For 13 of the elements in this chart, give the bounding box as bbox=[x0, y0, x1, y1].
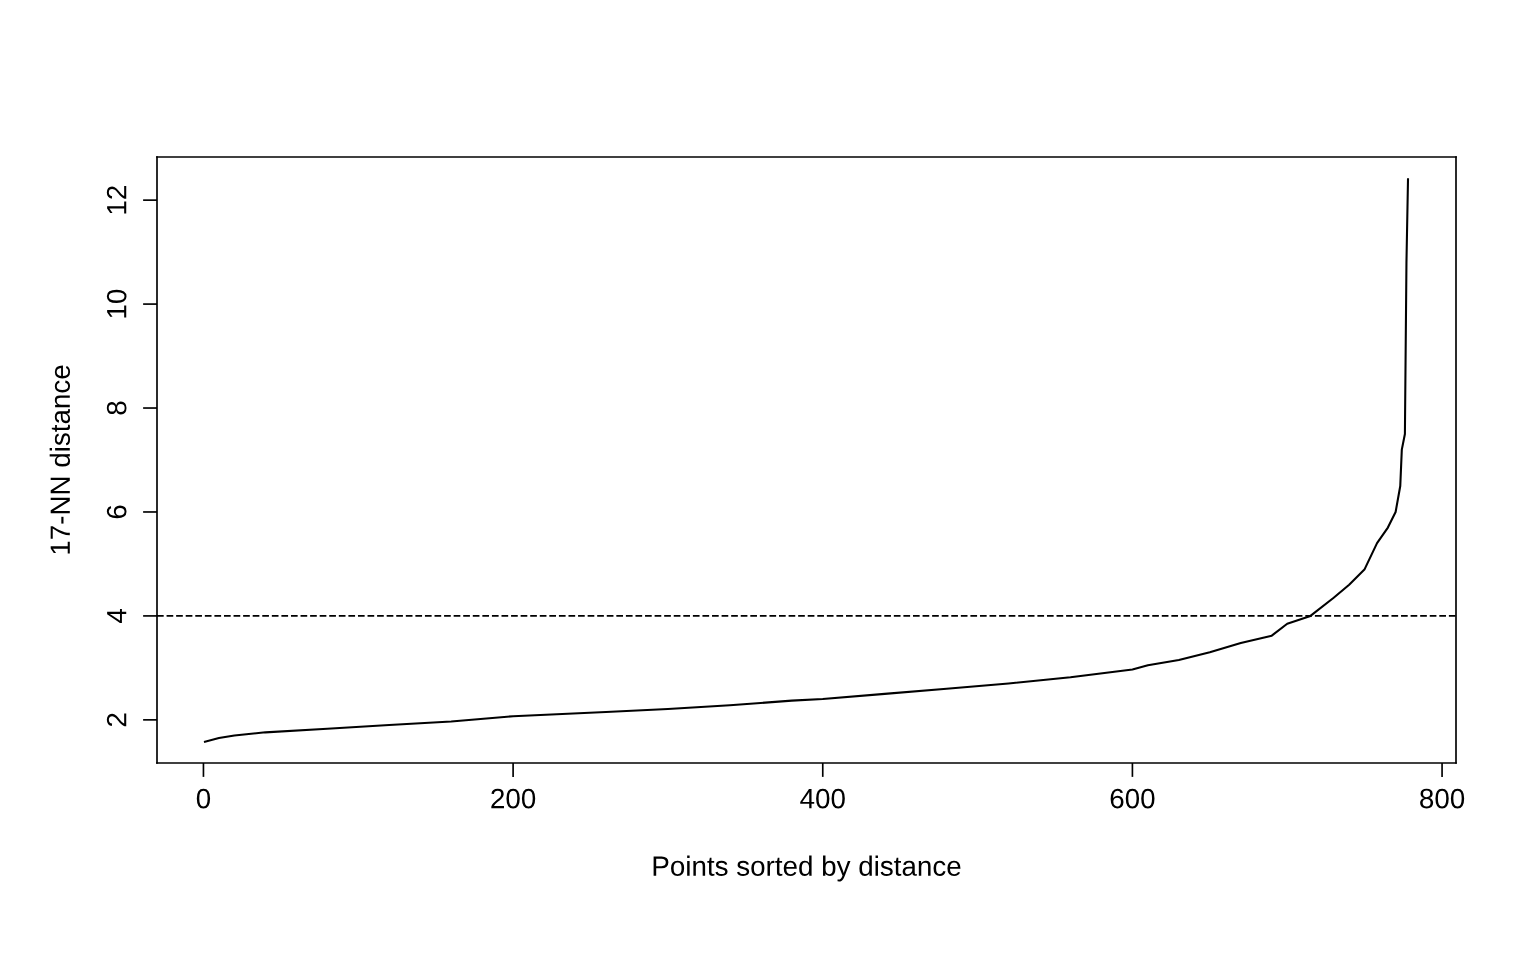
x-tick-label: 0 bbox=[196, 788, 211, 809]
y-axis-title: 17-NN distance bbox=[49, 365, 71, 554]
x-tick-label: 600 bbox=[1110, 788, 1155, 809]
y-tick-label: 12 bbox=[106, 186, 127, 214]
y-tick-label: 10 bbox=[106, 289, 127, 318]
x-tick-label: 800 bbox=[1420, 788, 1465, 809]
x-tick-label: 400 bbox=[800, 788, 845, 809]
x-tick-label: 200 bbox=[491, 788, 536, 809]
y-tick-label: 6 bbox=[106, 505, 127, 519]
x-axis-title: Points sorted by distance bbox=[653, 855, 961, 882]
y-tick-label: 8 bbox=[106, 401, 127, 415]
y-tick-label: 2 bbox=[106, 713, 127, 727]
y-tick-label: 4 bbox=[107, 609, 127, 623]
